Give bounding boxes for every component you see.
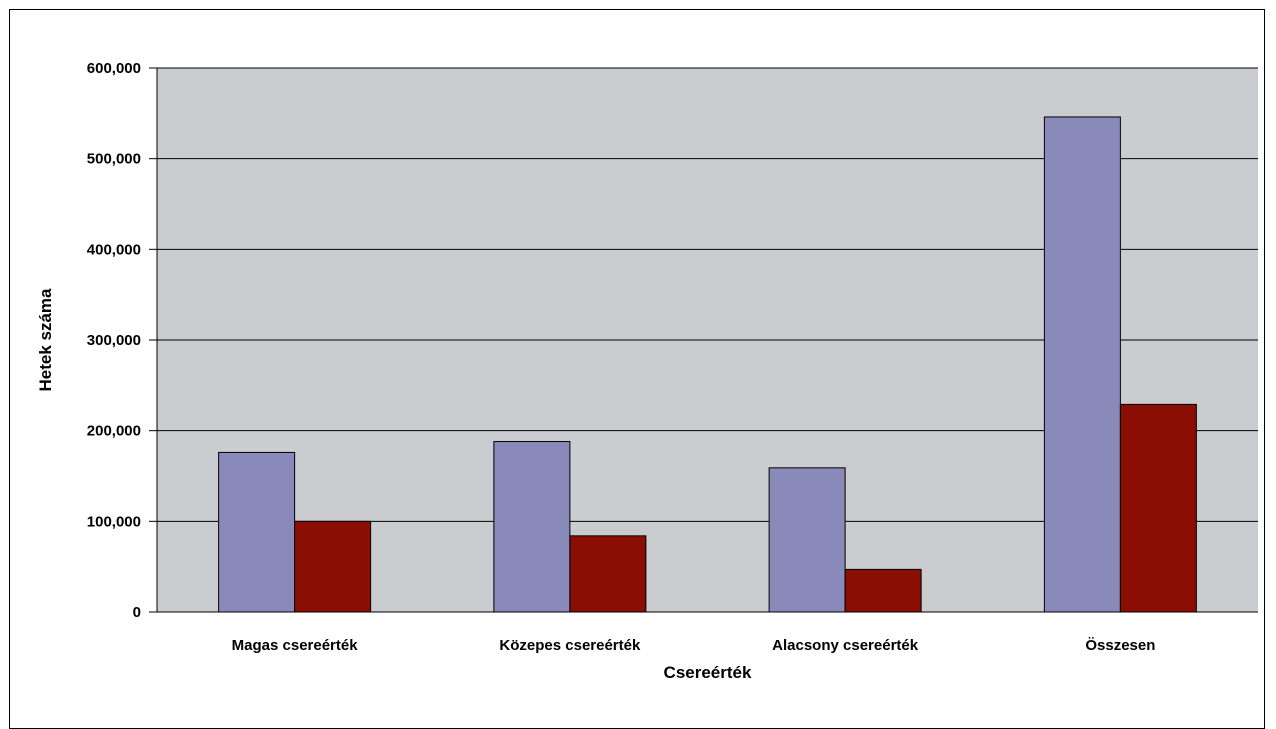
bar [844,568,922,613]
y-axis-title: Hetek száma [36,288,55,392]
y-tick-label: 100,000 [87,513,141,530]
bar [493,441,571,613]
y-tick-label: 300,000 [87,332,141,349]
x-tick-label: Magas csereérték [232,637,359,654]
x-tick-label: Összesen [1085,637,1155,654]
bar [768,467,846,613]
bar [1119,403,1197,613]
x-axis-title: Csereérték [664,663,752,682]
x-tick-label: Alacsony csereérték [772,637,919,654]
x-tick-labels: Magas csereérték Közepes csereérték Alacso… [232,637,1156,654]
y-tick-label: 200,000 [87,423,141,440]
bars [218,116,1197,613]
y-tick-label: 400,000 [87,241,141,258]
bar [294,520,372,613]
y-tick-label: 600,000 [87,60,141,77]
y-tick-label: 500,000 [87,151,141,168]
x-tick-label: Közepes csereérték [499,637,641,654]
axes [149,67,1258,613]
bar [569,535,647,613]
bar [218,451,296,613]
bar [1043,116,1121,613]
y-tick-labels: 0 100,000 200,000 300,000 400,000 500,000 600,… [87,60,141,621]
y-tick-label: 0 [133,604,141,621]
